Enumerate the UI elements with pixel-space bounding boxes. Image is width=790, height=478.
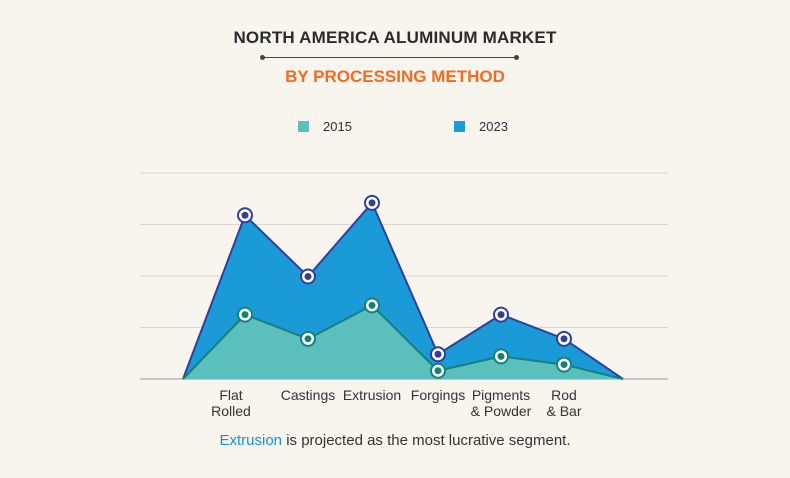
point-core-2015-5: [560, 361, 568, 369]
point-core-2023-5: [560, 335, 568, 343]
legend-label-2015: 2015: [323, 119, 352, 134]
divider-left-dot: [260, 55, 265, 60]
tick-label: Castings: [281, 387, 335, 403]
tick-label: & Bar: [546, 403, 581, 419]
legend-swatch-2015: [298, 121, 309, 132]
legend: 2015 2023: [0, 119, 790, 137]
legend-label-2023: 2023: [479, 119, 508, 134]
point-core-2023-0: [241, 211, 249, 219]
legend-item-2015: 2015: [298, 119, 352, 134]
point-core-2023-1: [304, 273, 312, 281]
point-core-2015-0: [241, 311, 249, 319]
caption: Extrusion is projected as the most lucra…: [0, 432, 790, 449]
tick-label: Extrusion: [343, 387, 401, 403]
point-core-2023-4: [497, 311, 505, 319]
point-core-2023-3: [434, 350, 442, 358]
legend-item-2023: 2023: [454, 119, 508, 134]
point-core-2015-3: [434, 367, 442, 375]
point-core-2015-2: [368, 301, 376, 309]
tick-label: & Powder: [471, 403, 532, 419]
caption-text: is projected as the most lucrative segme…: [282, 432, 571, 449]
divider-right-dot: [514, 55, 519, 60]
tick-label: Pigments: [472, 387, 530, 403]
tick-label: Rod: [551, 387, 577, 403]
title-divider: [260, 55, 519, 60]
tick-label: Flat: [219, 387, 242, 403]
chart-subtitle: BY PROCESSING METHOD: [285, 67, 505, 86]
chart-title: NORTH AMERICA ALUMINUM MARKET: [233, 28, 557, 47]
area-2015: [183, 305, 623, 379]
caption-highlight: Extrusion: [219, 432, 283, 449]
line-2023: [182, 201, 624, 380]
line-2015: [182, 304, 624, 380]
point-core-2015-4: [497, 352, 505, 360]
tick-label: Rolled: [211, 403, 251, 419]
point-core-2023-2: [368, 199, 376, 207]
tick-label: Forgings: [411, 387, 465, 403]
legend-swatch-2023: [454, 121, 465, 132]
point-core-2015-1: [304, 335, 312, 343]
